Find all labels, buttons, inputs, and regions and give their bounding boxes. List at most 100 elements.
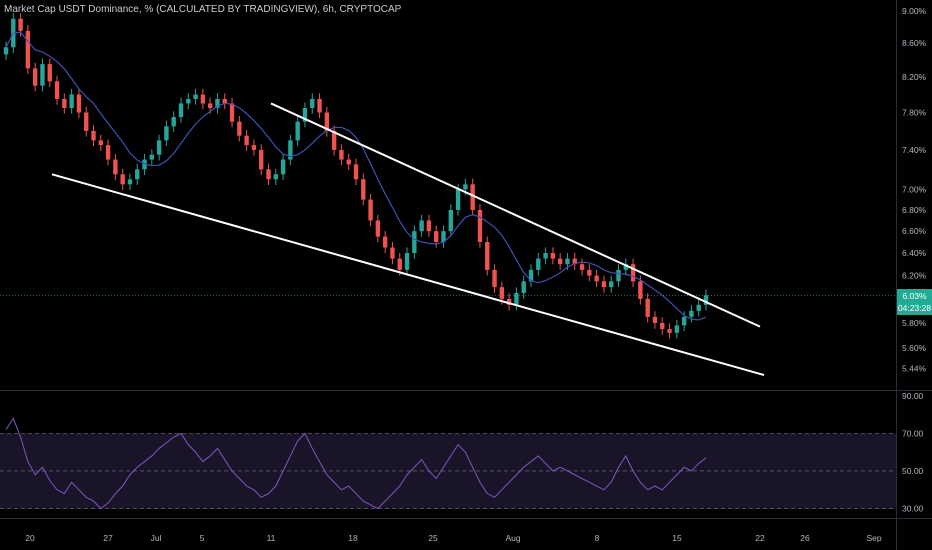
candle-body xyxy=(280,159,286,175)
bar-countdown: 04:23:28 xyxy=(897,303,932,313)
time-tick-label: 22 xyxy=(755,533,765,543)
candle-body xyxy=(434,231,439,243)
candle-body xyxy=(536,258,541,270)
candle-body xyxy=(186,98,191,104)
price-tick-label: 7.80% xyxy=(902,108,927,118)
candle-body xyxy=(463,184,468,190)
candle-body xyxy=(3,47,9,55)
price-tick-label: 6.80% xyxy=(902,205,927,215)
price-tick-label: 6.40% xyxy=(902,248,927,258)
candle-body xyxy=(579,264,585,270)
candle-body xyxy=(54,81,60,99)
candle-body xyxy=(448,209,453,232)
candle-body xyxy=(324,112,330,131)
price-tick-label: 6.20% xyxy=(902,271,927,281)
candle-body xyxy=(105,145,111,160)
candle-body xyxy=(149,154,155,160)
rsi-tick-label: 30.00 xyxy=(902,504,924,514)
candle-body xyxy=(259,149,264,170)
candle-body xyxy=(251,145,257,150)
candle-body xyxy=(543,253,548,259)
candle-body xyxy=(404,253,410,270)
candle-body xyxy=(288,140,293,160)
candle-body xyxy=(84,112,89,131)
candle-body xyxy=(164,126,169,141)
candle-body xyxy=(237,121,242,136)
candle-body xyxy=(441,231,446,243)
trendline-lower xyxy=(51,173,765,377)
candle-body xyxy=(156,140,162,155)
candle-body xyxy=(32,68,38,86)
time-tick-label: Sep xyxy=(866,533,881,543)
candle-body xyxy=(222,98,227,104)
trendline-upper xyxy=(270,102,761,328)
candle-body xyxy=(76,94,82,113)
time-tick-label: Jul xyxy=(151,533,162,543)
candle-body xyxy=(557,258,563,265)
candle-body xyxy=(310,98,315,108)
candle-body xyxy=(346,159,351,165)
time-tick-label: 25 xyxy=(428,533,438,543)
candle-body xyxy=(25,30,31,69)
candle-body xyxy=(266,169,271,180)
candle-body xyxy=(565,258,570,265)
candle-body xyxy=(703,295,709,305)
candle-body xyxy=(630,264,636,282)
price-tick-label: 9.00% xyxy=(902,6,927,16)
time-tick-label: 8 xyxy=(595,533,600,543)
candle-body xyxy=(638,281,643,299)
candle-body xyxy=(572,258,577,265)
candle-body xyxy=(477,209,483,243)
time-tick-label: 18 xyxy=(348,533,358,543)
candle-body xyxy=(645,298,650,317)
candle-body xyxy=(47,64,52,82)
candle-body xyxy=(331,130,337,150)
candle-body xyxy=(91,130,96,141)
candle-body xyxy=(295,121,300,141)
candle-body xyxy=(506,298,512,305)
candle-body xyxy=(98,140,103,146)
candle-body xyxy=(244,135,249,146)
candle-body xyxy=(390,247,395,259)
candle-body xyxy=(594,275,599,282)
rsi-tick-label: 50.00 xyxy=(902,466,924,476)
candle-body xyxy=(113,159,118,175)
moving-average-line xyxy=(5,31,707,321)
candle-body xyxy=(127,179,133,185)
candle-body xyxy=(485,242,490,270)
candle-body xyxy=(492,269,497,288)
time-tick-label: 5 xyxy=(200,533,205,543)
last-price-tag: 6.03% 04:23:28 xyxy=(897,289,932,315)
candle-body xyxy=(178,103,184,118)
candle-body xyxy=(382,236,388,248)
candle-body xyxy=(171,117,176,127)
candle-body xyxy=(193,94,198,99)
time-tick-label: 27 xyxy=(103,533,113,543)
candle-body xyxy=(550,253,556,259)
candle-body xyxy=(215,98,220,108)
candle-body xyxy=(601,281,607,288)
candle-body xyxy=(696,304,701,311)
candle-body xyxy=(514,292,519,305)
time-tick-label: Aug xyxy=(505,533,520,543)
time-tick-label: 26 xyxy=(800,533,810,543)
candle-body xyxy=(652,316,658,323)
candle-body xyxy=(302,107,308,122)
candle-body xyxy=(273,174,278,180)
rsi-tick-label: 70.00 xyxy=(902,428,924,438)
candle-body xyxy=(419,220,424,232)
time-tick-label: 15 xyxy=(672,533,682,543)
price-tick-label: 5.80% xyxy=(902,318,927,328)
candle-body xyxy=(142,159,147,170)
last-price-value: 6.03% xyxy=(902,291,927,301)
candle-body xyxy=(674,325,680,333)
candle-body xyxy=(135,169,140,180)
candle-body xyxy=(521,281,526,293)
price-tick-label: 7.40% xyxy=(902,145,927,155)
candle-body xyxy=(40,64,45,86)
candle-body xyxy=(681,316,687,326)
chart-title: Market Cap USDT Dominance, % (CALCULATED… xyxy=(4,4,402,15)
price-tick-label: 7.00% xyxy=(902,184,927,194)
candle-body xyxy=(426,220,432,232)
